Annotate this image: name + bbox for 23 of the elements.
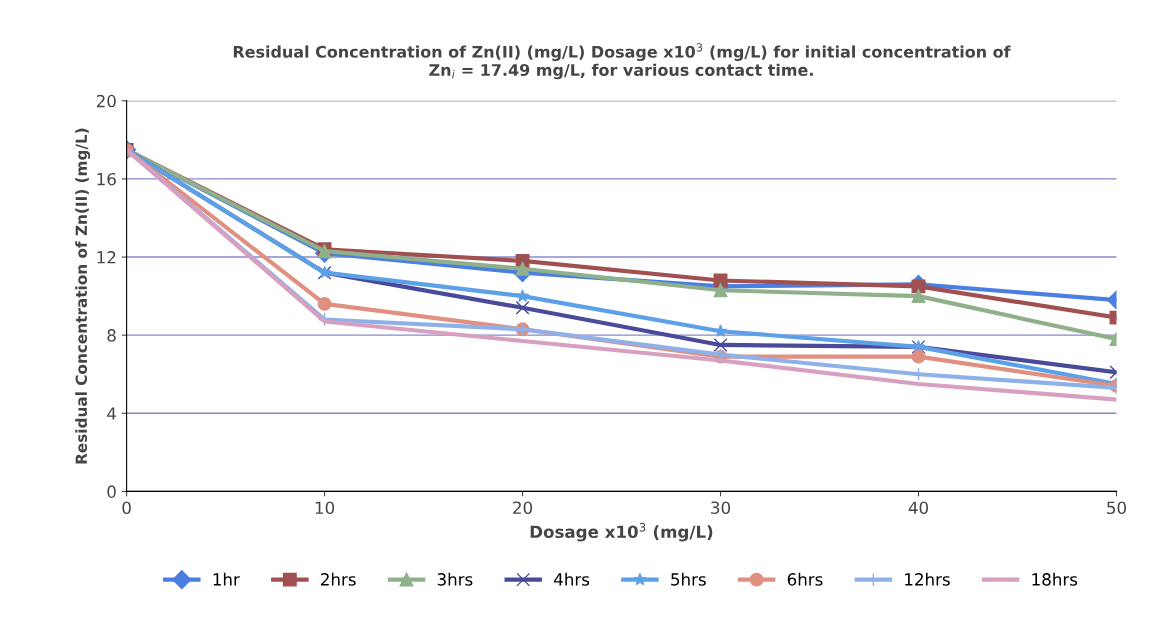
y-tick-label: 4 — [107, 407, 116, 420]
legend-label: 6hrs — [787, 572, 823, 586]
y-tick-label: 16 — [97, 172, 116, 186]
x-tick-label: 0 — [122, 501, 131, 515]
x-tick-label: 50 — [1107, 501, 1126, 515]
y-tick-label: 8 — [107, 329, 116, 342]
y-axis-title: Residual Concentration of Zn(II) (mg/L) — [75, 128, 91, 464]
y-tick-label: 12 — [97, 251, 116, 264]
legend-label: 4hrs — [554, 572, 590, 586]
x-tick-label: 10 — [315, 501, 335, 515]
y-tick-label: 0 — [107, 485, 116, 498]
legend-label: 18hrs — [1032, 572, 1078, 586]
x-axis-title: Dosage x10$^{3}$ (mg/L) — [530, 522, 713, 542]
x-tick-label: 40 — [908, 501, 928, 515]
x-tick-label: 20 — [513, 501, 533, 515]
legend-label: 1hr — [213, 572, 240, 586]
legend-label: 5hrs — [671, 572, 706, 586]
x-tick-label: 30 — [711, 501, 731, 515]
chart-title: Residual Concentration of Zn(II) (mg/L) Dosage x10$^{3}$ (mg/L) for initial concentration of Zn$_{i}$ = 17.49 mg/L, for various contact time. — [233, 43, 1011, 80]
y-tick-label: 20 — [96, 94, 116, 108]
legend-label: 3hrs — [437, 572, 473, 586]
legend-label: 2hrs — [321, 572, 356, 586]
legend-label: 12hrs — [905, 572, 950, 586]
